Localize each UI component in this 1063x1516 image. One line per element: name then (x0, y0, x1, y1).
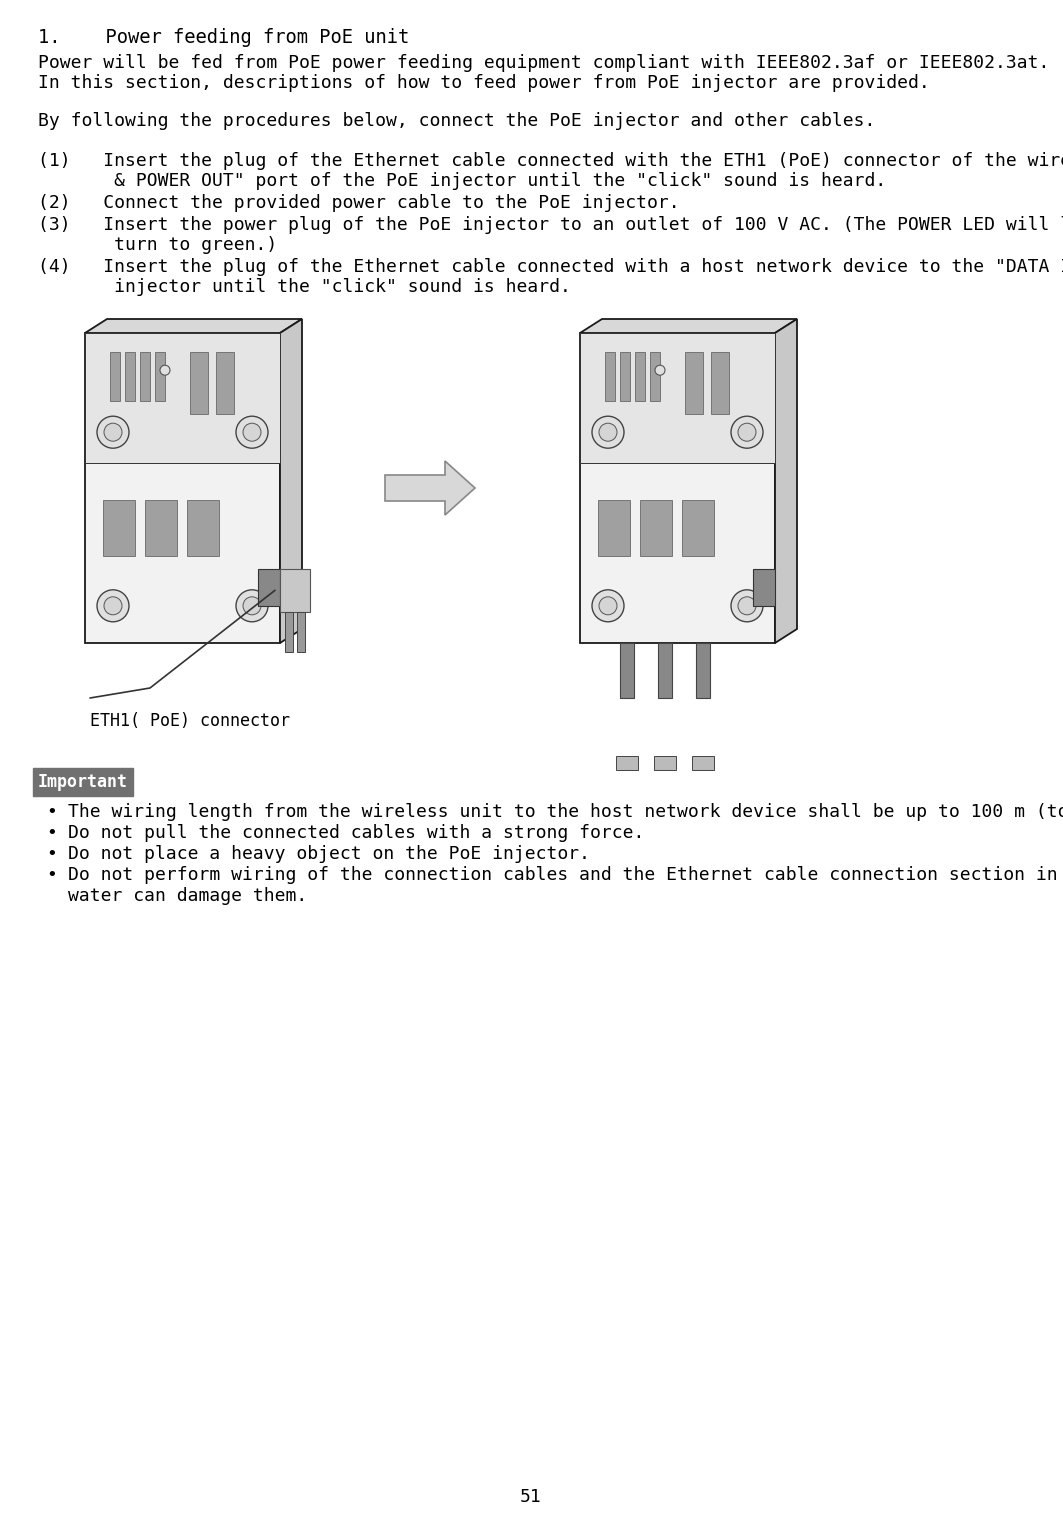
Polygon shape (580, 334, 775, 464)
Text: ETH1( PoE) connector: ETH1( PoE) connector (90, 713, 290, 731)
Circle shape (236, 417, 268, 449)
Circle shape (598, 597, 617, 615)
Polygon shape (605, 352, 615, 402)
Circle shape (104, 597, 122, 615)
Polygon shape (187, 500, 219, 556)
Text: injector until the "click" sound is heard.: injector until the "click" sound is hear… (38, 277, 571, 296)
Text: & POWER OUT" port of the PoE injector until the "click" sound is heard.: & POWER OUT" port of the PoE injector un… (38, 171, 887, 190)
Polygon shape (620, 352, 630, 402)
Polygon shape (280, 318, 302, 643)
Text: 51: 51 (520, 1489, 542, 1505)
Circle shape (598, 423, 617, 441)
Polygon shape (615, 756, 638, 770)
Polygon shape (140, 352, 150, 402)
Text: •: • (46, 803, 57, 822)
Polygon shape (125, 352, 135, 402)
Circle shape (655, 365, 665, 374)
Circle shape (592, 590, 624, 622)
Text: Important: Important (38, 773, 128, 791)
Polygon shape (654, 756, 676, 770)
Text: 1.    Power feeding from PoE unit: 1. Power feeding from PoE unit (38, 27, 409, 47)
Polygon shape (682, 500, 714, 556)
Polygon shape (190, 352, 208, 414)
Circle shape (738, 423, 756, 441)
Bar (285, 612, 293, 652)
Text: In this section, descriptions of how to feed power from PoE injector are provide: In this section, descriptions of how to … (38, 74, 930, 92)
Polygon shape (649, 352, 660, 402)
Circle shape (104, 423, 122, 441)
Polygon shape (258, 568, 280, 606)
Text: (1)   Insert the plug of the Ethernet cable connected with the ETH1 (PoE) connec: (1) Insert the plug of the Ethernet cabl… (38, 152, 1063, 170)
Polygon shape (753, 568, 775, 606)
Circle shape (738, 597, 756, 615)
Polygon shape (580, 334, 775, 643)
Circle shape (592, 417, 624, 449)
Text: •: • (46, 844, 57, 863)
Text: By following the procedures below, connect the PoE injector and other cables.: By following the procedures below, conne… (38, 112, 875, 130)
Polygon shape (216, 352, 234, 414)
Text: Do not pull the connected cables with a strong force.: Do not pull the connected cables with a … (68, 825, 644, 841)
Text: Do not perform wiring of the connection cables and the Ethernet cable connection: Do not perform wiring of the connection … (68, 866, 1063, 884)
Text: water can damage them.: water can damage them. (68, 887, 307, 905)
Polygon shape (692, 756, 714, 770)
Polygon shape (145, 500, 178, 556)
Text: •: • (46, 866, 57, 884)
Circle shape (243, 423, 261, 441)
Polygon shape (635, 352, 645, 402)
Polygon shape (711, 352, 729, 414)
Polygon shape (775, 318, 797, 643)
Circle shape (731, 590, 763, 622)
Text: turn to green.): turn to green.) (38, 236, 277, 255)
Polygon shape (109, 352, 120, 402)
Polygon shape (280, 568, 310, 612)
Polygon shape (385, 461, 475, 515)
Text: (4)   Insert the plug of the Ethernet cable connected with a host network device: (4) Insert the plug of the Ethernet cabl… (38, 258, 1063, 276)
Polygon shape (103, 500, 135, 556)
Text: The wiring length from the wireless unit to the host network device shall be up : The wiring length from the wireless unit… (68, 803, 1063, 822)
Text: (3)   Insert the power plug of the PoE injector to an outlet of 100 V AC. (The P: (3) Insert the power plug of the PoE inj… (38, 215, 1063, 233)
Circle shape (243, 597, 261, 615)
Circle shape (236, 590, 268, 622)
Polygon shape (85, 334, 280, 643)
Polygon shape (598, 500, 630, 556)
Text: Power will be fed from PoE power feeding equipment compliant with IEEE802.3af or: Power will be fed from PoE power feeding… (38, 55, 1049, 71)
Polygon shape (640, 500, 672, 556)
Polygon shape (85, 318, 302, 334)
Bar (620, 643, 634, 697)
Bar (297, 612, 305, 652)
Polygon shape (580, 318, 797, 334)
Bar (658, 643, 672, 697)
Circle shape (97, 590, 129, 622)
Text: •: • (46, 825, 57, 841)
Polygon shape (685, 352, 703, 414)
Text: Do not place a heavy object on the PoE injector.: Do not place a heavy object on the PoE i… (68, 844, 590, 863)
Polygon shape (155, 352, 165, 402)
Circle shape (161, 365, 170, 374)
Circle shape (97, 417, 129, 449)
Circle shape (731, 417, 763, 449)
Polygon shape (85, 334, 280, 464)
Text: (2)   Connect the provided power cable to the PoE injector.: (2) Connect the provided power cable to … (38, 194, 679, 212)
Bar (696, 643, 710, 697)
